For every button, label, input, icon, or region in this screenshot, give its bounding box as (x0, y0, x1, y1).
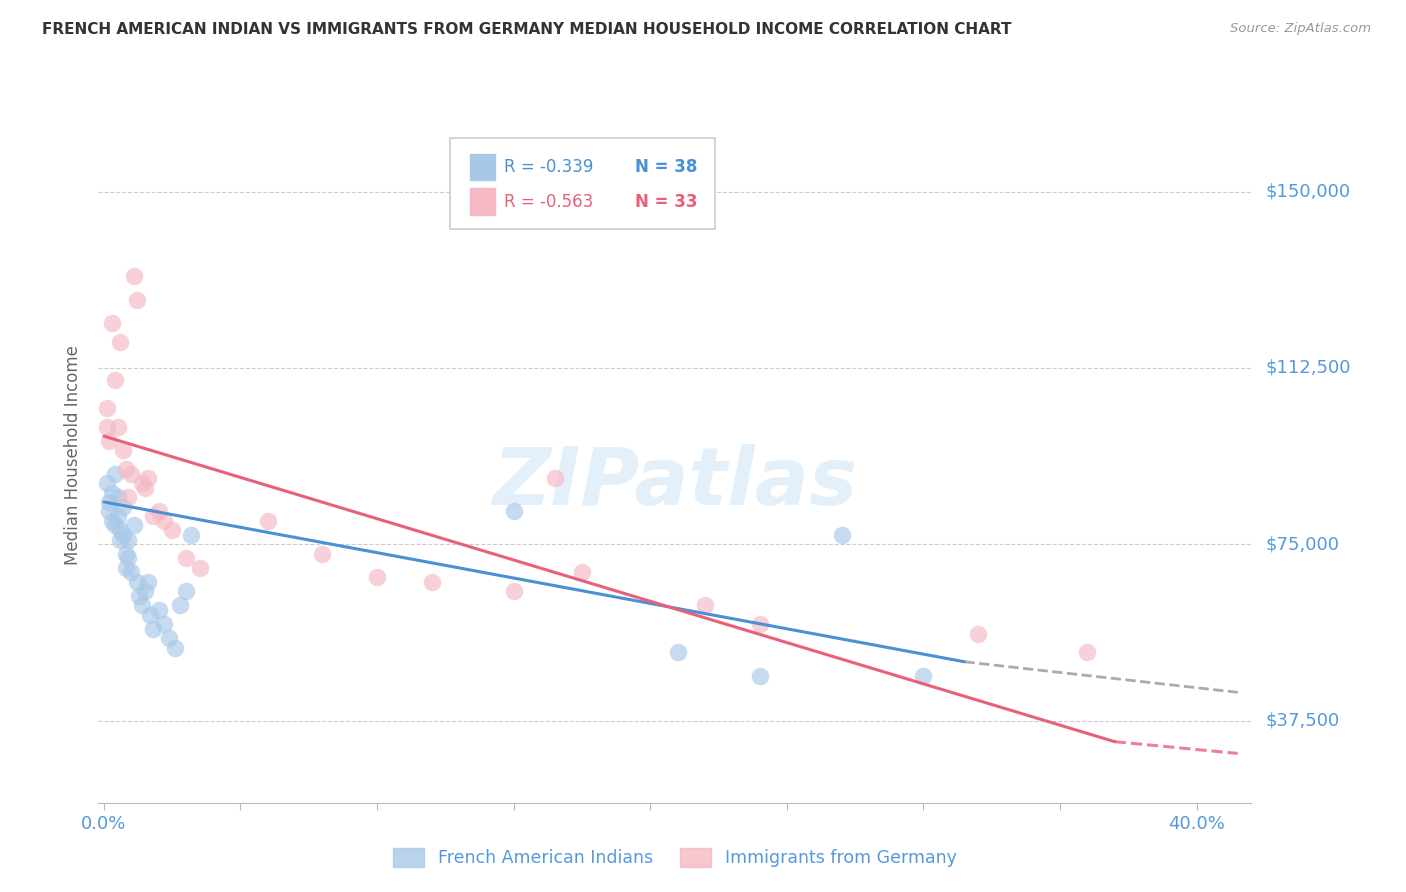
Point (174, 584, 197, 599)
Text: R = -0.339: R = -0.339 (505, 158, 593, 176)
Point (117, 551, 139, 566)
Point (136, 574, 159, 589)
Point (96, 419, 118, 434)
Text: $150,000: $150,000 (1265, 183, 1350, 201)
Point (110, 533, 132, 547)
Text: N = 33: N = 33 (634, 193, 697, 211)
Point (153, 617, 176, 632)
Point (101, 485, 124, 500)
Point (101, 514, 124, 528)
Point (967, 626, 990, 640)
Point (111, 500, 134, 514)
Point (128, 589, 150, 603)
Point (134, 584, 156, 599)
Point (180, 528, 202, 542)
Point (693, 599, 716, 613)
Point (96, 401, 118, 415)
Point (912, 669, 935, 683)
Point (163, 640, 186, 655)
Point (131, 599, 153, 613)
Point (125, 293, 148, 307)
Point (111, 443, 134, 458)
Point (117, 490, 139, 504)
Point (1076, 645, 1098, 659)
Text: Source: ZipAtlas.com: Source: ZipAtlas.com (1230, 22, 1371, 36)
Point (104, 373, 127, 387)
Point (136, 471, 159, 485)
Point (366, 570, 388, 584)
Point (114, 547, 136, 561)
Point (502, 584, 524, 599)
Point (174, 551, 197, 566)
Point (571, 566, 593, 580)
Point (107, 490, 129, 504)
Y-axis label: Median Household Income: Median Household Income (65, 345, 83, 565)
Point (107, 419, 129, 434)
Point (159, 632, 181, 646)
Text: N = 38: N = 38 (634, 158, 697, 176)
Point (148, 504, 170, 518)
Point (120, 566, 142, 580)
Point (502, 504, 524, 518)
Point (748, 617, 770, 632)
Text: R = -0.563: R = -0.563 (505, 193, 593, 211)
Point (101, 316, 124, 330)
Text: $37,500: $37,500 (1265, 712, 1340, 730)
Point (120, 467, 142, 481)
Text: $112,500: $112,500 (1265, 359, 1351, 377)
Text: $75,000: $75,000 (1265, 535, 1340, 553)
Point (311, 547, 333, 561)
Point (114, 462, 136, 476)
Point (98, 504, 121, 518)
Point (104, 467, 127, 481)
Point (142, 509, 165, 524)
Point (131, 476, 153, 491)
Point (104, 518, 127, 533)
Point (420, 574, 443, 589)
Point (256, 514, 278, 528)
Bar (470, 188, 495, 215)
Point (148, 603, 170, 617)
Point (98, 495, 121, 509)
Point (134, 481, 156, 495)
Point (122, 518, 145, 533)
Point (139, 607, 162, 622)
Point (107, 509, 129, 524)
Point (125, 574, 148, 589)
Point (110, 335, 132, 350)
Text: FRENCH AMERICAN INDIAN VS IMMIGRANTS FROM GERMANY MEDIAN HOUSEHOLD INCOME CORREL: FRENCH AMERICAN INDIAN VS IMMIGRANTS FRO… (42, 22, 1012, 37)
Point (160, 523, 183, 537)
Point (142, 622, 165, 636)
Point (188, 560, 211, 574)
Legend: French American Indians, Immigrants from Germany: French American Indians, Immigrants from… (387, 841, 963, 874)
Point (96, 476, 118, 491)
Point (748, 669, 770, 683)
Bar (470, 153, 495, 180)
FancyBboxPatch shape (450, 138, 716, 229)
Point (831, 528, 853, 542)
Point (169, 599, 191, 613)
Point (153, 514, 176, 528)
Point (122, 269, 145, 284)
Point (117, 533, 139, 547)
Point (110, 523, 132, 537)
Point (544, 471, 567, 485)
Text: ZIPatlas: ZIPatlas (492, 443, 858, 522)
Point (111, 528, 134, 542)
Point (98, 434, 121, 448)
Point (114, 560, 136, 574)
Point (666, 645, 689, 659)
